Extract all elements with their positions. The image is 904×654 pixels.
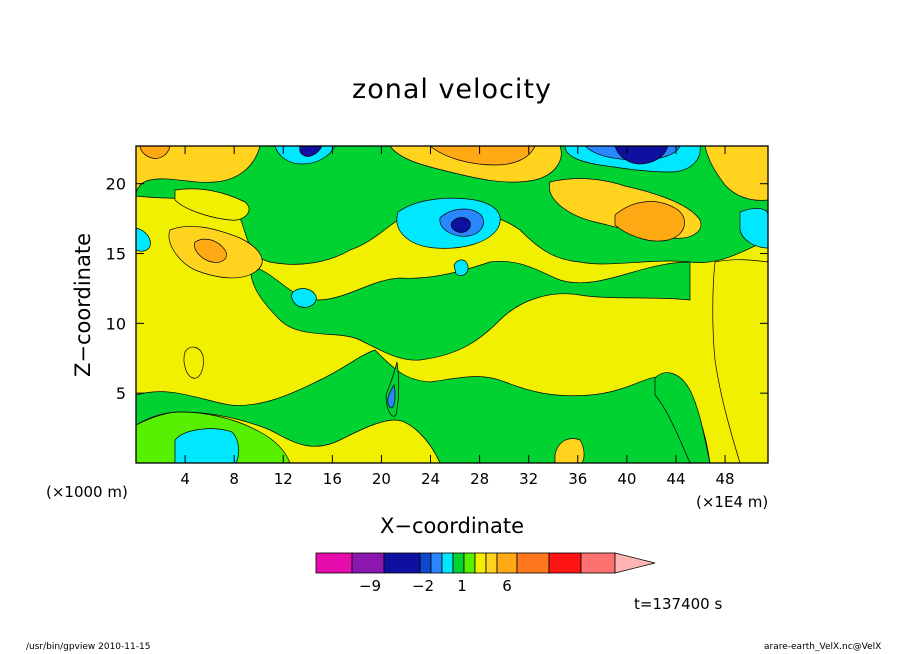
plot-frame	[135, 145, 769, 464]
colorbar-arrow	[614, 552, 656, 574]
contour-region	[174, 188, 250, 221]
colorbar-label: 6	[502, 577, 512, 595]
contour-region	[654, 372, 711, 463]
contour-region	[139, 146, 171, 159]
colorbar-swatch	[496, 552, 518, 574]
footer-right: arare-earth_VelX.nc@VelX	[764, 642, 882, 652]
colorbar-swatch	[383, 552, 421, 574]
colorbar-swatch	[351, 552, 385, 574]
x-axis-label: X−coordinate	[380, 514, 524, 538]
time-label: t=137400 s	[634, 595, 723, 613]
x-tick-label: 28	[470, 470, 489, 488]
contour-region	[136, 146, 261, 196]
contour-region	[429, 146, 536, 166]
contour-region	[183, 346, 204, 379]
x-tick-label: 16	[323, 470, 342, 488]
colorbar-label: 1	[457, 577, 467, 595]
colorbar-swatch	[516, 552, 550, 574]
colorbar-swatch	[419, 552, 432, 574]
contour-region	[453, 259, 469, 276]
contour-region	[387, 384, 396, 409]
colorbar-swatch	[580, 552, 616, 574]
x-tick-label: 20	[372, 470, 391, 488]
x-tick-label: 32	[519, 470, 538, 488]
colorbar-swatch	[315, 552, 353, 574]
colorbar-label: −9	[359, 577, 381, 595]
x-unit-label-secondary: (×1E4 m)	[696, 493, 769, 511]
colorbar-label: −2	[412, 577, 434, 595]
x-tick-label: 40	[617, 470, 636, 488]
x-unit-label: (×1000 m)	[46, 483, 128, 501]
chart-title: zonal velocity	[352, 74, 552, 105]
colorbar: −9 −2 1 6	[315, 552, 656, 595]
y-tick-label: 5	[116, 384, 126, 403]
contour-region	[554, 438, 585, 463]
x-tick-label: 44	[666, 470, 685, 488]
contour-region	[712, 259, 768, 463]
y-tick-label: 15	[106, 245, 126, 264]
x-tick-label: 8	[229, 470, 239, 488]
contour-region	[614, 201, 685, 242]
colorbar-swatch	[548, 552, 582, 574]
x-tick-label: 12	[274, 470, 293, 488]
x-tick-label: 36	[568, 470, 587, 488]
contour-region	[614, 146, 669, 165]
x-tick-label: 24	[421, 470, 440, 488]
contour-region	[299, 146, 323, 157]
contour-fill-layer	[136, 146, 768, 463]
contour-region	[450, 217, 471, 233]
colorbar-swatch	[485, 552, 498, 574]
footer-left: /usr/bin/gpview 2010-11-15	[26, 642, 151, 652]
x-axis: 4 8 12 16 20 24 28 32 36 40 44 48	[180, 146, 735, 488]
x-tick-label: 48	[716, 470, 735, 488]
colorbar-swatch	[441, 552, 454, 574]
y-tick-label: 20	[106, 175, 126, 194]
contour-region	[249, 260, 691, 361]
contour-region	[291, 288, 317, 308]
contour-region	[174, 428, 239, 463]
colorbar-swatch	[463, 552, 476, 574]
contour-region	[704, 146, 768, 201]
contour-region	[136, 227, 151, 252]
contour-region	[739, 208, 768, 249]
y-axis: 5 10 15 20	[106, 175, 768, 403]
contour-region	[136, 349, 711, 463]
contour-region	[194, 238, 227, 263]
y-tick-label: 10	[106, 314, 126, 333]
y-axis-label: Z−coordinate	[71, 233, 95, 377]
colorbar-swatch	[474, 552, 487, 574]
colorbar-swatch	[430, 552, 443, 574]
colorbar-swatch	[452, 552, 465, 574]
x-tick-label: 4	[180, 470, 190, 488]
